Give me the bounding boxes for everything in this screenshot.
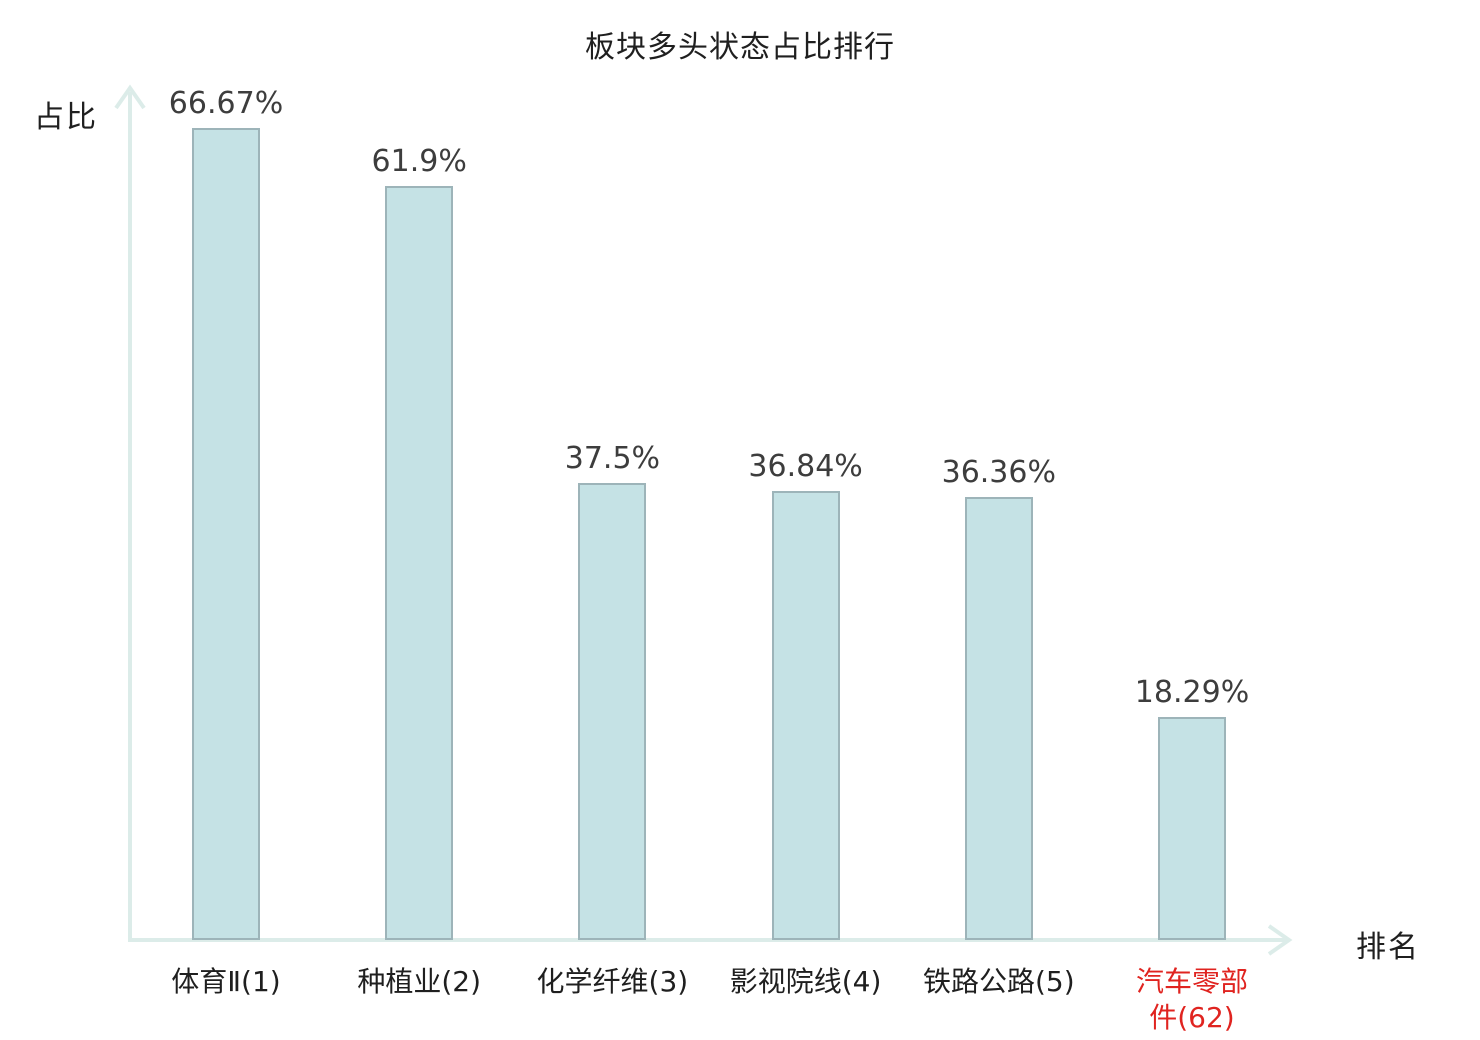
bar-5 [964, 497, 1033, 940]
x-tick-label: 影视院线(4) [729, 965, 882, 998]
y-axis-arrowhead-icon [114, 84, 146, 110]
bar-1 [192, 127, 260, 940]
x-tick-label: 种植业(2) [357, 965, 482, 998]
x-tick-label: 铁路公路(5) [922, 965, 1075, 998]
bar-2 [385, 186, 454, 940]
x-tick-label: 化学纤维(3) [536, 965, 689, 998]
bar-3 [578, 483, 647, 940]
x-tick-label: 体育Ⅱ(1) [171, 965, 281, 998]
bar-value-label: 66.67% [168, 85, 284, 121]
bar-4 [771, 491, 840, 940]
x-axis-label: 排名 [1356, 930, 1420, 965]
bar-value-label: 61.9% [371, 144, 467, 180]
bar-value-label: 18.29% [1134, 675, 1250, 711]
bar-value-label: 36.84% [748, 449, 863, 485]
bar-6 [1158, 717, 1226, 940]
chart-title: 板块多头状态占比排行 [585, 30, 895, 65]
y-axis-label: 占比 [34, 100, 98, 135]
bar-value-label: 36.36% [941, 455, 1056, 491]
x-tick-label: 汽车零部 件(62) [1135, 965, 1249, 1034]
bar-value-label: 37.5% [564, 441, 661, 477]
x-axis-arrowhead-icon [1267, 924, 1293, 956]
